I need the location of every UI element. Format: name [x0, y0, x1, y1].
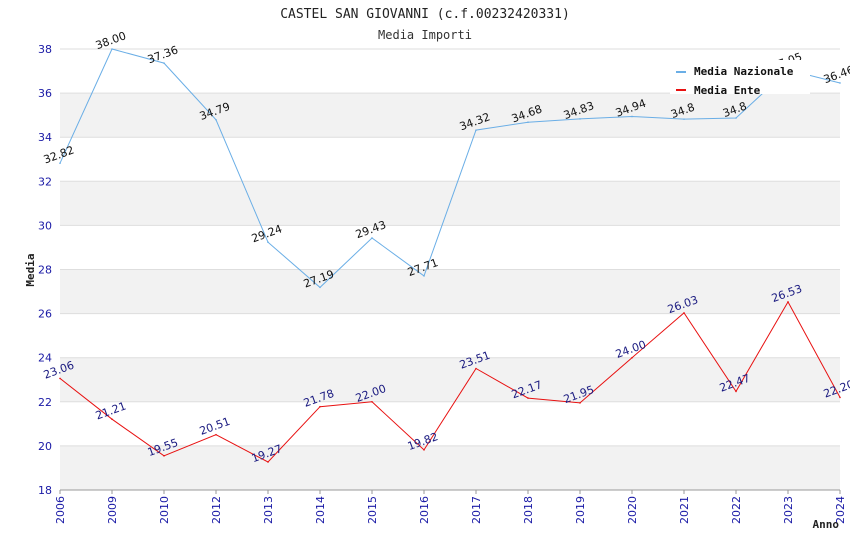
data-point	[111, 418, 113, 421]
data-point	[683, 118, 685, 120]
x-tick-label: 2019	[574, 496, 587, 524]
series-layer	[59, 48, 841, 463]
data-label: 20.51	[198, 415, 232, 438]
data-point	[319, 405, 321, 408]
data-point	[267, 461, 269, 463]
y-tick-label: 24	[38, 352, 52, 365]
data-point	[163, 455, 165, 457]
x-tick-label: 2018	[522, 496, 535, 524]
data-point	[423, 275, 425, 277]
y-axis-title: Media	[24, 253, 37, 286]
legend-box	[670, 60, 810, 94]
x-tick-label: 2021	[678, 496, 691, 524]
y-tick-label: 34	[38, 131, 52, 144]
data-point	[59, 377, 61, 380]
data-point	[839, 82, 841, 84]
data-point	[787, 301, 789, 303]
x-tick-label: 2022	[730, 496, 743, 524]
data-point	[59, 162, 61, 165]
grid-band	[60, 445, 840, 490]
data-label: 36.46	[822, 63, 850, 86]
data-point	[631, 356, 633, 359]
grid-band	[60, 93, 840, 138]
y-tick-label: 32	[38, 175, 52, 188]
series-line-nazionale	[59, 48, 841, 289]
y-tick-label: 20	[38, 440, 52, 453]
y-tick-label: 38	[38, 43, 52, 56]
data-point	[423, 449, 425, 451]
data-point	[579, 118, 581, 120]
data-point	[839, 396, 841, 399]
y-tick-label: 28	[38, 264, 52, 277]
data-label: 32.82	[42, 143, 76, 166]
data-point	[163, 62, 165, 64]
x-tick-label: 2024	[834, 496, 847, 524]
data-label: 21.21	[94, 399, 128, 422]
chart-title: CASTEL SAN GIOVANNI (c.f.00232420331)	[280, 7, 570, 22]
y-axis-ticks: 18 20 22 24 26 28 30 32 34 36 38	[38, 43, 52, 497]
x-axis-ticks: 2006 2009 2010 2012 2013 2014 2015 2016 2017 2018…	[54, 490, 847, 524]
data-point	[371, 401, 373, 403]
gridlines	[60, 48, 840, 491]
data-point	[111, 48, 113, 50]
y-tick-label: 30	[38, 219, 52, 232]
grid-band	[60, 269, 840, 314]
x-tick-label: 2006	[54, 496, 67, 524]
x-tick-label: 2023	[782, 496, 795, 524]
data-point	[527, 397, 529, 399]
data-point	[475, 367, 477, 370]
data-point	[683, 312, 685, 314]
x-tick-label: 2016	[418, 496, 431, 524]
x-tick-label: 2020	[626, 496, 639, 524]
y-tick-label: 22	[38, 396, 52, 409]
legend-label-ente: Media Ente	[694, 84, 761, 97]
y-tick-label: 26	[38, 308, 52, 321]
data-point	[371, 237, 373, 239]
data-point	[215, 118, 217, 121]
x-tick-label: 2012	[210, 496, 223, 524]
x-tick-label: 2010	[158, 496, 171, 524]
data-point	[735, 390, 737, 393]
chart-subtitle: Media Importi	[378, 28, 472, 42]
x-tick-label: 2013	[262, 496, 275, 524]
data-point	[579, 402, 581, 404]
data-point	[267, 241, 269, 243]
x-axis-title: Anno	[813, 518, 840, 531]
legend: Media Nazionale Media Ente	[670, 60, 810, 97]
data-point	[735, 117, 737, 119]
data-point	[475, 129, 477, 131]
series-line-ente	[59, 300, 841, 463]
data-point	[319, 286, 321, 289]
x-tick-label: 2009	[106, 496, 119, 524]
data-point	[527, 121, 529, 124]
x-tick-label: 2014	[314, 496, 327, 524]
data-point	[215, 433, 217, 436]
x-tick-label: 2015	[366, 496, 379, 524]
grid-bands	[60, 93, 840, 490]
x-tick-label: 2017	[470, 496, 483, 524]
y-tick-label: 18	[38, 484, 52, 497]
grid-band	[60, 357, 840, 402]
y-tick-label: 36	[38, 87, 52, 100]
legend-label-nazionale: Media Nazionale	[694, 65, 794, 78]
data-point	[631, 115, 633, 118]
